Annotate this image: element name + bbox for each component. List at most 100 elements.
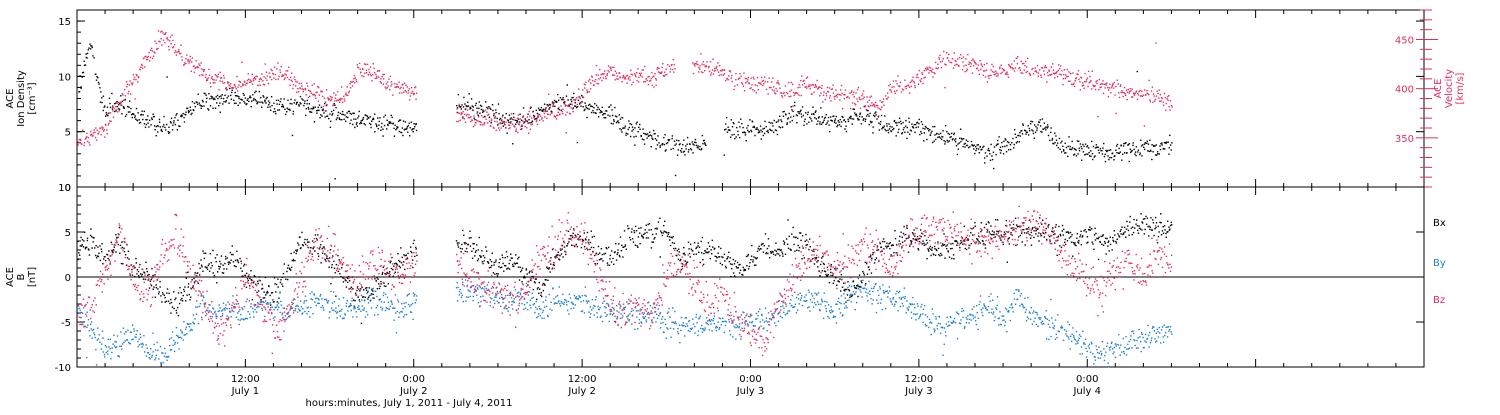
density-series-point <box>491 122 492 123</box>
velocity-series-point <box>1024 69 1025 70</box>
bx-series-point <box>415 247 416 248</box>
bx-series-point <box>322 248 323 249</box>
density-series-point <box>97 77 98 78</box>
bx-series-point <box>687 261 688 262</box>
density-series-point <box>1126 152 1127 153</box>
density-series-point <box>1020 135 1021 136</box>
density-series-point <box>534 116 535 117</box>
velocity-series-point <box>770 87 771 88</box>
velocity-series-point <box>201 68 202 69</box>
density-series-point <box>379 117 380 118</box>
velocity-series-point <box>160 31 161 32</box>
bx-series-point <box>1096 238 1097 239</box>
bx-series-point <box>980 242 981 243</box>
bx-series-point <box>498 273 499 274</box>
density-series-point <box>671 138 672 139</box>
density-series-point <box>943 140 944 141</box>
density-series-point <box>308 107 309 108</box>
velocity-series-point <box>1052 63 1053 64</box>
density-series-point <box>334 105 335 106</box>
bx-series-point <box>1087 236 1088 237</box>
velocity-series-point <box>625 77 626 78</box>
bx-series-point <box>655 228 656 229</box>
bx-series-point <box>363 296 364 297</box>
density-series-point <box>154 125 155 126</box>
velocity-series-point <box>400 87 401 88</box>
bx-series-point <box>802 247 803 248</box>
velocity-series-point <box>509 127 510 128</box>
bx-series-point <box>168 293 169 294</box>
bx-series-point <box>249 285 250 286</box>
bx-series-point <box>930 246 931 247</box>
density-series-point <box>945 125 946 126</box>
bx-series-point <box>304 242 305 243</box>
density-series-point <box>805 112 806 113</box>
velocity-series-point <box>376 78 377 79</box>
density-series-point <box>1161 144 1162 145</box>
bx-series-point <box>541 292 542 293</box>
density-series-point <box>941 139 942 140</box>
density-series-point <box>998 136 999 137</box>
velocity-series-point <box>697 64 698 65</box>
bx-series-point <box>201 266 202 267</box>
velocity-series-point <box>117 111 118 112</box>
bx-series-point <box>529 271 530 272</box>
bx-series-point <box>468 244 469 245</box>
density-series-point <box>219 103 220 104</box>
velocity-series-point <box>999 68 1000 69</box>
bx-series-point <box>917 236 918 237</box>
velocity-series-point <box>790 96 791 97</box>
density-series-point <box>319 117 320 118</box>
density-series-point <box>1061 151 1062 152</box>
density-series-point <box>1147 150 1148 151</box>
density-series-point <box>958 149 959 150</box>
density-series-point <box>662 143 663 144</box>
density-series-point <box>321 115 322 116</box>
density-series-point <box>676 143 677 144</box>
bx-series-point <box>791 233 792 234</box>
density-series-point <box>692 141 693 142</box>
bx-series-point <box>730 276 731 277</box>
velocity-series-point <box>415 99 416 100</box>
velocity-series-point <box>94 132 95 133</box>
bx-series-point <box>820 264 821 265</box>
density-series-point <box>797 115 798 116</box>
bx-series-point <box>532 276 533 277</box>
bx-series-point <box>737 262 738 263</box>
bx-series-point <box>605 253 606 254</box>
bx-series-point <box>774 250 775 251</box>
density-series-point <box>1161 142 1162 143</box>
density-series-point <box>785 114 786 115</box>
bx-series-point <box>517 263 518 264</box>
bx-series-point <box>1098 259 1099 260</box>
velocity-series-point <box>788 96 789 97</box>
density-series-point <box>950 136 951 137</box>
bx-series-point <box>1022 241 1023 242</box>
velocity-series-point <box>541 117 542 118</box>
bx-series-point <box>270 304 271 305</box>
bx-series-point <box>221 255 222 256</box>
bx-series-point <box>1009 237 1010 238</box>
bx-series-point <box>254 276 255 277</box>
velocity-series-point <box>1013 68 1014 69</box>
density-series-point <box>105 115 106 116</box>
bx-series-point <box>748 268 749 269</box>
density-series-point <box>87 53 88 54</box>
bx-series-point <box>308 241 309 242</box>
bx-series-point <box>178 292 179 293</box>
velocity-series-point <box>211 77 212 78</box>
velocity-series-point <box>993 72 994 73</box>
density-series-point <box>983 146 984 147</box>
density-series-point <box>278 100 279 101</box>
bx-series-point <box>1114 230 1115 231</box>
bx-series-point <box>767 248 768 249</box>
density-series-point <box>335 107 336 108</box>
bx-series-point <box>277 278 278 279</box>
density-series-point <box>1085 153 1086 154</box>
density-series-point <box>302 99 303 100</box>
velocity-series-point <box>86 136 87 137</box>
density-series-point <box>394 125 395 126</box>
velocity-series-point <box>728 75 729 76</box>
density-series-point <box>774 120 775 121</box>
bx-series-point <box>694 242 695 243</box>
